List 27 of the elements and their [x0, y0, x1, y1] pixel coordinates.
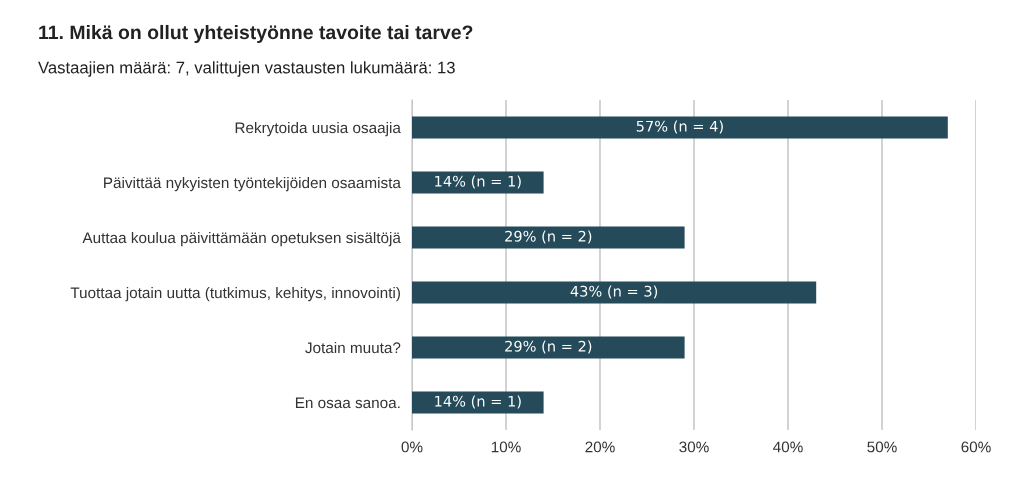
data-label: 43% (n = 3) — [570, 285, 658, 299]
x-tick-label: 60% — [961, 441, 991, 453]
y-tick-label: Tuottaa jotain uutta (tutkimus, kehitys, innovointi) — [70, 286, 400, 302]
bar — [412, 281, 817, 304]
x-tick-label: 0% — [401, 441, 423, 453]
x-tick-label: 10% — [491, 441, 521, 453]
x-tick-label: 40% — [773, 441, 803, 453]
bar — [412, 116, 948, 139]
x-tick-label: 30% — [679, 441, 709, 453]
x-tick-label: 20% — [585, 441, 615, 453]
text: Vastaajien määrä: 7, valittujen vastausten lukumäärä: 13 — [38, 61, 455, 77]
x-tick-label: 50% — [867, 441, 897, 453]
data-label: 14% (n = 1) — [435, 175, 521, 189]
data-label: 29% (n = 2) — [505, 230, 592, 244]
y-tick-label: En osaa sanoa. — [295, 397, 400, 409]
data-label: 14% (n = 1) — [435, 395, 521, 409]
y-tick-label: Rekrytoida uusia osaajia — [235, 121, 401, 137]
bar — [412, 226, 685, 249]
y-tick-label: Auttaa koulua päivittämään opetuksen sisältöjä — [82, 231, 401, 247]
y-tick-label: Jotain muuta? — [305, 341, 401, 354]
bar — [412, 171, 544, 194]
text: 11. Mikä on ollut yhteistyönne tavoite tai tarve? — [39, 24, 473, 44]
data-label: 29% (n = 2) — [505, 340, 592, 354]
bar — [412, 336, 685, 359]
bar — [412, 391, 544, 414]
y-tick-label: Päivittää nykyisten työntekijöiden osaamista — [104, 176, 401, 192]
data-label: 57% (n = 4) — [636, 120, 723, 134]
